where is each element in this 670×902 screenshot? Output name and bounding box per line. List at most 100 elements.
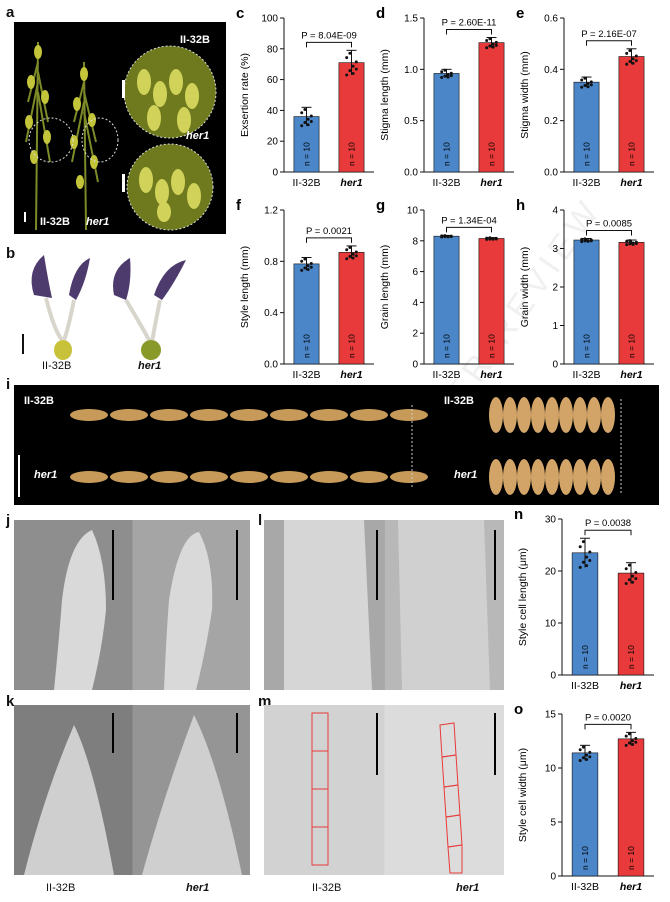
data-point	[440, 234, 444, 238]
data-point	[348, 255, 352, 259]
data-point	[586, 239, 590, 243]
data-point	[585, 753, 589, 757]
significance-bracket	[306, 41, 352, 48]
data-point	[588, 750, 592, 754]
data-point	[449, 235, 453, 239]
bar-her1	[618, 56, 645, 173]
bar-her1	[617, 738, 645, 877]
y-tick-label: 1	[552, 321, 558, 332]
data-point	[581, 756, 585, 760]
x-tick-label: II-32B	[432, 177, 460, 189]
y-tick-label: 8	[412, 236, 418, 247]
data-point	[631, 580, 635, 584]
p-value-label: P = 8.04E-09	[301, 30, 357, 41]
x-tick-label: II-32B	[572, 369, 600, 381]
y-tick-label: 0.0	[544, 168, 558, 179]
chart-style-length: f 0.0 0.4 0.8 1.2 Style length (mm) n = 10 II-3…	[236, 197, 374, 381]
data-point	[303, 121, 307, 125]
significance-bracket	[446, 226, 492, 233]
k-label-mut: her1	[186, 882, 210, 894]
data-point	[625, 51, 629, 55]
p-value-label: P = 2.16E-07	[581, 29, 637, 40]
data-point	[309, 262, 313, 266]
y-tick-label: 0.0	[404, 168, 418, 179]
y-tick-label: 0.4	[544, 65, 558, 76]
bar-ii-32b	[433, 235, 460, 365]
data-point	[354, 67, 358, 71]
p-value-label: P = 0.0038	[585, 518, 631, 529]
y-axis-label: Style cell width (μm)	[517, 748, 529, 842]
data-point	[300, 124, 304, 128]
y-tick-label: 20	[267, 137, 279, 148]
data-point	[583, 239, 587, 243]
data-point	[488, 37, 492, 41]
data-point	[580, 85, 584, 89]
data-point	[580, 78, 584, 82]
y-tick-label: 0.2	[544, 116, 558, 127]
panicle-photo-art	[24, 41, 217, 231]
data-point	[634, 59, 638, 63]
n-label: n = 10	[487, 142, 497, 166]
bar-her1	[478, 42, 505, 173]
y-tick-label: 10	[407, 206, 419, 217]
y-axis-label: Grain length (mm)	[379, 245, 391, 330]
i-label-mut-left: her1	[34, 469, 58, 481]
data-point	[309, 265, 313, 269]
y-tick-label: 0	[272, 168, 278, 179]
bar-her1	[617, 572, 645, 676]
data-point	[581, 540, 585, 544]
y-tick-label: 20	[545, 567, 557, 578]
bar-ii-32b	[293, 263, 320, 365]
y-axis-label: Grain width (mm)	[519, 247, 531, 328]
data-point	[491, 42, 495, 46]
data-point	[585, 758, 589, 762]
y-tick-label: 1.2	[264, 206, 278, 217]
data-point	[583, 83, 587, 87]
panel-letter-c: c	[236, 5, 244, 22]
n-label: n = 10	[347, 142, 357, 166]
data-point	[581, 560, 585, 564]
data-point	[585, 564, 589, 568]
data-point	[351, 64, 355, 68]
chart-grain-length: g 0 2 4 6 8 10 Grain length (mm) n = 10 II-32B n =…	[376, 197, 514, 381]
i-label-ctrl-left: II-32B	[24, 395, 54, 407]
data-point	[628, 242, 632, 246]
data-point	[449, 71, 453, 75]
y-tick-label: 0	[412, 360, 418, 371]
data-point	[300, 111, 304, 115]
bar-her1	[338, 252, 365, 365]
data-point	[494, 40, 498, 44]
significance-bracket	[584, 529, 632, 536]
data-point	[303, 257, 307, 261]
x-tick-label: her1	[620, 369, 642, 381]
y-tick-label: 0	[552, 360, 558, 371]
data-point	[634, 570, 638, 574]
sem-stigma-photo	[14, 520, 250, 690]
data-point	[494, 43, 498, 47]
y-tick-label: 10	[545, 619, 557, 630]
data-point	[354, 250, 358, 254]
n-label: n = 10	[302, 142, 312, 166]
data-point	[345, 56, 349, 60]
data-point	[634, 740, 638, 744]
data-point	[494, 237, 498, 241]
style-surface-photo	[264, 520, 504, 690]
y-tick-label: 1.5	[404, 14, 418, 25]
y-axis-label: Stigma width (mm)	[519, 51, 531, 139]
y-axis-label: Style length (mm)	[239, 246, 251, 328]
x-tick-label: her1	[620, 177, 642, 189]
p-value-label: P = 0.0021	[306, 226, 352, 237]
data-point	[491, 237, 495, 241]
n-label: n = 10	[582, 334, 592, 358]
x-tick-label: her1	[620, 881, 642, 893]
data-point	[306, 117, 310, 121]
sem-stigma-art	[14, 520, 250, 690]
data-point	[588, 755, 592, 759]
data-point	[306, 123, 310, 127]
significance-bracket	[306, 237, 352, 243]
data-point	[578, 545, 582, 549]
panel-letter-n: n	[514, 506, 523, 523]
chart-grain-width: h 0 1 2 3 4 Grain width (mm) n = 10 II-32B n = 10…	[516, 197, 654, 381]
data-point	[589, 83, 593, 87]
panel-letter-o: o	[514, 701, 523, 718]
